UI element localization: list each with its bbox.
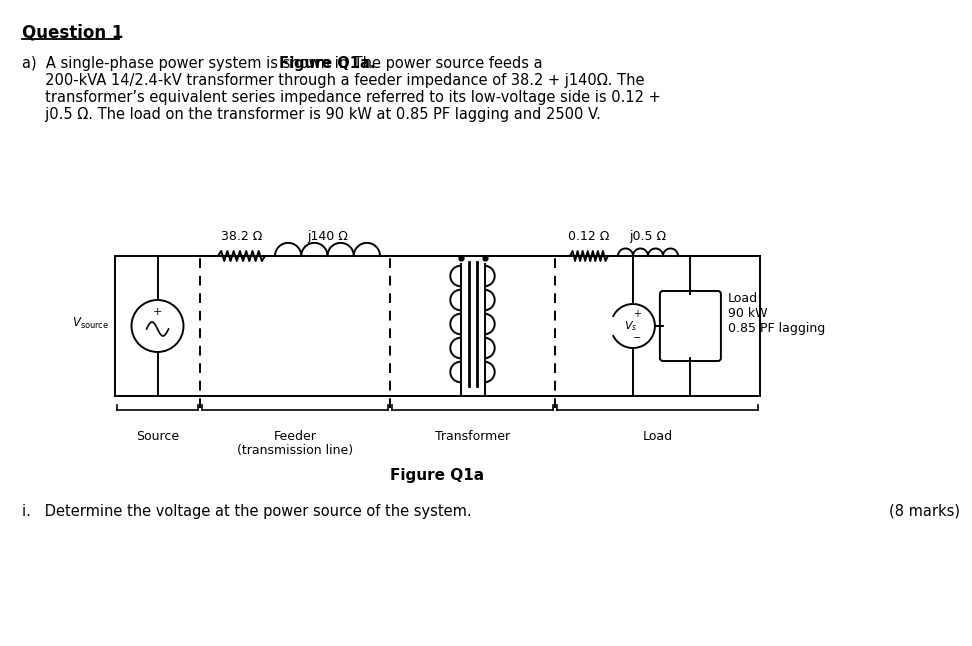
Text: Question 1: Question 1 [22, 24, 123, 42]
Text: 90 kW: 90 kW [728, 307, 768, 320]
FancyBboxPatch shape [660, 291, 721, 361]
Text: Feeder: Feeder [273, 430, 317, 443]
Text: (8 marks): (8 marks) [889, 504, 960, 519]
Text: 0.12 Ω: 0.12 Ω [569, 230, 609, 243]
Text: j0.5 Ω. The load on the transformer is 90 kW at 0.85 PF lagging and 2500 V.: j0.5 Ω. The load on the transformer is 9… [22, 107, 601, 122]
Text: −: − [633, 333, 641, 343]
Text: +: + [633, 309, 641, 319]
Text: 200-kVA 14/2.4-kV transformer through a feeder impedance of 38.2 + j140Ω. The: 200-kVA 14/2.4-kV transformer through a … [22, 73, 644, 88]
Text: Load: Load [728, 292, 758, 305]
Text: Source: Source [136, 430, 179, 443]
Text: Figure Q1a: Figure Q1a [391, 468, 485, 483]
Text: transformer’s equivalent series impedance referred to its low-voltage side is 0.: transformer’s equivalent series impedanc… [22, 90, 661, 105]
Text: i.   Determine the voltage at the power source of the system.: i. Determine the voltage at the power so… [22, 504, 471, 519]
Text: j140 Ω: j140 Ω [307, 230, 348, 243]
Text: Load: Load [642, 430, 673, 443]
Text: Figure Q1a.: Figure Q1a. [279, 56, 376, 71]
Text: a)  A single-phase power system is shown in: a) A single-phase power system is shown … [22, 56, 353, 71]
Text: 0.85 PF lagging: 0.85 PF lagging [728, 322, 825, 335]
Text: 38.2 Ω: 38.2 Ω [221, 230, 262, 243]
Text: (transmission line): (transmission line) [237, 444, 353, 457]
Text: The power source feeds a: The power source feeds a [349, 56, 542, 71]
Text: +: + [153, 307, 162, 317]
Text: Transformer: Transformer [434, 430, 510, 443]
Text: $V_{\rm source}$: $V_{\rm source}$ [72, 315, 109, 331]
Text: j0.5 Ω: j0.5 Ω [630, 230, 667, 243]
Text: $V_s$: $V_s$ [624, 319, 638, 333]
